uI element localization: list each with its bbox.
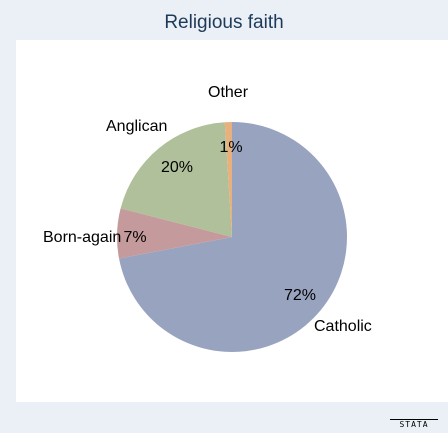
pie-value-label-other: 1%: [219, 139, 242, 156]
pie-slice-other: [224, 122, 232, 237]
pie-category-label-born-again: Born-again: [43, 229, 121, 246]
pie-slice-anglican: [120, 122, 232, 237]
pie-category-label-catholic: Catholic: [314, 318, 372, 335]
stata-logo: STATA: [390, 419, 438, 430]
chart-title: Religious faith: [164, 12, 284, 33]
pie-slices: [116, 122, 348, 352]
pie-slice-catholic: [119, 122, 348, 352]
pie-value-label-catholic: 72%: [284, 287, 316, 304]
pie-category-label-anglican: Anglican: [106, 118, 167, 135]
pie-slice-born-again: [116, 208, 232, 259]
pie-value-label-anglican: 20%: [161, 159, 193, 176]
pie-category-label-other: Other: [208, 84, 249, 101]
pie-value-label-born-again: 7%: [123, 229, 146, 246]
pie-labels: 72% Catholic 7%Born-again 20% Anglican 1% Othe…: [43, 84, 372, 335]
